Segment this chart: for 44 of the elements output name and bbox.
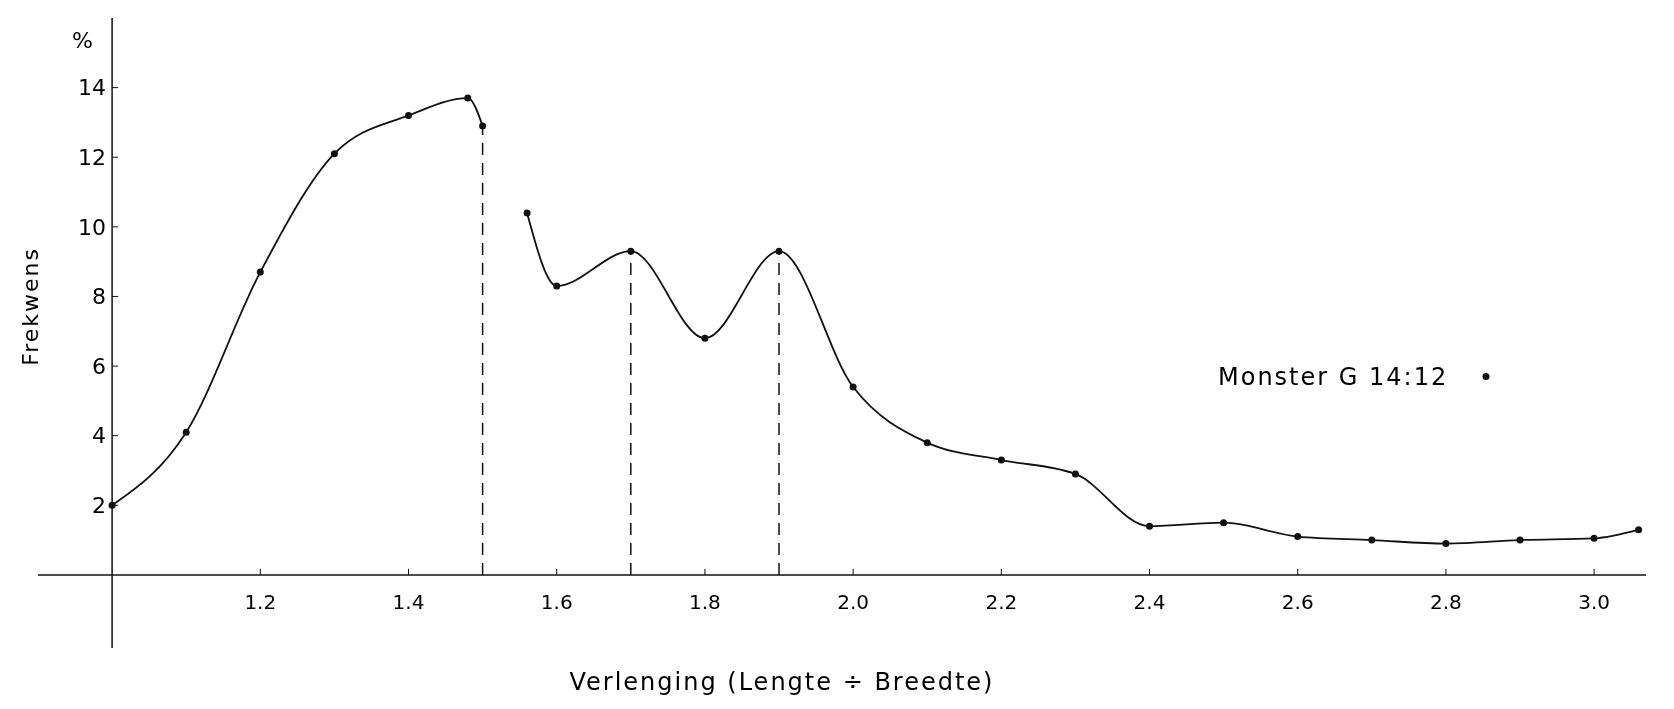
point [849,383,857,391]
point [997,456,1005,464]
point [1368,536,1376,544]
point [182,428,190,436]
y-tick-label: 12 [78,144,107,170]
point [479,122,487,130]
x-tick-label: 2.8 [1430,589,1462,614]
point [1294,533,1302,541]
x-tick-label: 1.8 [689,589,721,614]
point [405,111,413,119]
point [523,209,531,217]
x-tick-label: 2.4 [1133,589,1166,614]
point [1516,536,1524,544]
point [256,268,264,276]
annotation: % [72,28,94,53]
y-tick-label: 4 [92,423,107,449]
x-axis-title: Verlenging (Lengte ÷ Breedte) [569,668,995,696]
point [553,282,561,290]
point [1146,522,1154,530]
point [464,94,472,102]
y-axis-title: Frekwens [18,247,43,366]
point [775,247,783,255]
x-tick-label: 1.4 [392,589,425,614]
y-tick-label: 2 [92,492,107,518]
y-tick-label: 14 [78,75,107,101]
point [701,334,709,342]
x-tick-label: 1.2 [244,589,277,614]
x-tick-label: 2.6 [1281,589,1314,614]
legend-label: Monster G 14:12 [1218,362,1449,391]
point [330,150,338,158]
x-tick-label: 1.6 [540,589,573,614]
x-tick-label: 2.2 [985,589,1018,614]
point [1590,534,1598,542]
point [1635,526,1643,534]
point [1220,519,1228,527]
y-tick-label: 10 [78,214,107,240]
x-tick-label: 3.0 [1578,589,1611,614]
point [627,247,635,255]
point [1071,470,1079,478]
point [923,439,931,447]
y-tick-label: 8 [92,284,107,310]
point [1442,540,1450,548]
x-tick-label: 2.0 [837,589,870,614]
y-tick-label: 6 [92,353,107,379]
